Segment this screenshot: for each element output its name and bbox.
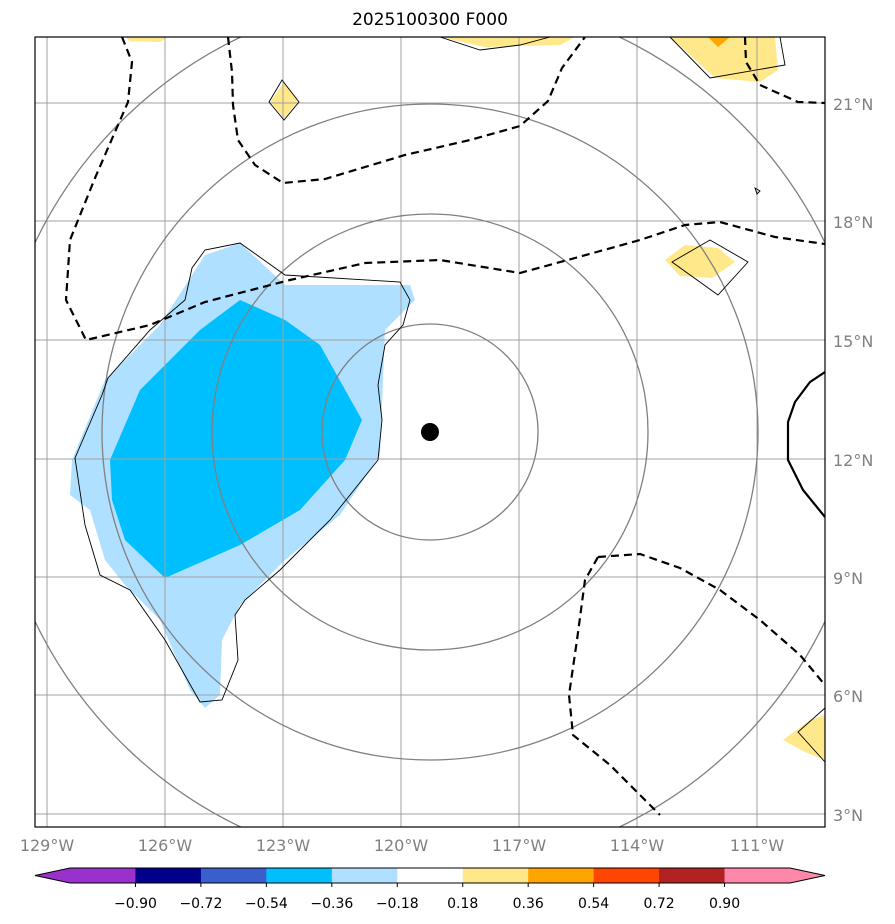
colorbar-label: 0.18 [447, 896, 478, 912]
lon-tick-label: 120°W [374, 836, 429, 855]
colorbar-label: −0.54 [245, 896, 288, 912]
graticule [35, 37, 825, 827]
lat-tick-label: 3°N [833, 806, 863, 825]
lat-tick-label: 15°N [833, 332, 873, 351]
colorbar-label: 0.90 [709, 896, 740, 912]
colorbar-label: −0.72 [179, 896, 222, 912]
dashed-contours [64, 37, 825, 816]
colorbar-label: −0.90 [114, 896, 157, 912]
positive-anomaly-region [270, 82, 298, 118]
colorbar [34, 867, 826, 884]
colorbar-label: −0.18 [376, 896, 419, 912]
lat-tick-label: 12°N [833, 451, 873, 470]
range-rings [35, 37, 825, 827]
positive-anomaly-core [708, 37, 730, 47]
positive-anomaly-region [665, 245, 735, 278]
positive-anomaly-region [125, 37, 168, 42]
colorbar-segment [135, 868, 202, 883]
lon-tick-label: 123°W [256, 836, 311, 855]
lon-tick-label: 117°W [492, 836, 547, 855]
colorbar-segment [462, 868, 529, 883]
colorbar-extend-max [790, 868, 825, 883]
colorbar-segment [266, 868, 333, 883]
map-frame [34, 36, 826, 828]
lon-tick-label: 114°W [610, 836, 665, 855]
lon-tick-label: 129°W [20, 836, 75, 855]
colorbar-label: 0.72 [644, 896, 675, 912]
colorbar-segment [397, 868, 464, 883]
lon-tick-label: 126°W [138, 836, 193, 855]
range-ring [321, 323, 539, 541]
range-ring [101, 103, 759, 761]
negative-anomaly-mid-region [110, 300, 362, 578]
colorbar-extend-min [35, 868, 70, 883]
colorbar-segment [331, 868, 398, 883]
colorbar-segment [724, 868, 791, 883]
range-ring [211, 213, 649, 651]
colorbar-segment [200, 868, 267, 883]
solid-contour [786, 371, 825, 518]
latitude-labels: 21°N 18°N 15°N 12°N 9°N 6°N 3°N [833, 95, 873, 825]
lat-tick-label: 6°N [833, 687, 863, 706]
colorbar-segment [528, 868, 595, 883]
colorbar-labels: −0.90 −0.72 −0.54 −0.36 −0.18 0.18 0.36 0.54 0.7… [114, 883, 740, 912]
lat-tick-label: 18°N [833, 213, 873, 232]
colorbar-segment [659, 868, 726, 883]
colorbar-label: 0.36 [513, 896, 544, 912]
lat-tick-label: 9°N [833, 569, 863, 588]
colorbar-outline [34, 867, 826, 884]
lat-tick-label: 21°N [833, 95, 873, 114]
longitude-labels: 129°W 126°W 123°W 120°W 117°W 114°W 111°… [20, 836, 785, 855]
colorbar-segment [70, 868, 136, 883]
map-title: 2025100300 F000 [352, 10, 508, 30]
lon-tick-label: 111°W [730, 836, 785, 855]
colorbar-label: 0.54 [578, 896, 609, 912]
colorbar-segment [593, 868, 660, 883]
positive-anomaly-region [783, 715, 825, 760]
contour-outlines [74, 37, 825, 763]
positive-anomaly-region [440, 37, 575, 47]
storm-center-marker [421, 423, 439, 441]
colorbar-label: −0.36 [310, 896, 353, 912]
